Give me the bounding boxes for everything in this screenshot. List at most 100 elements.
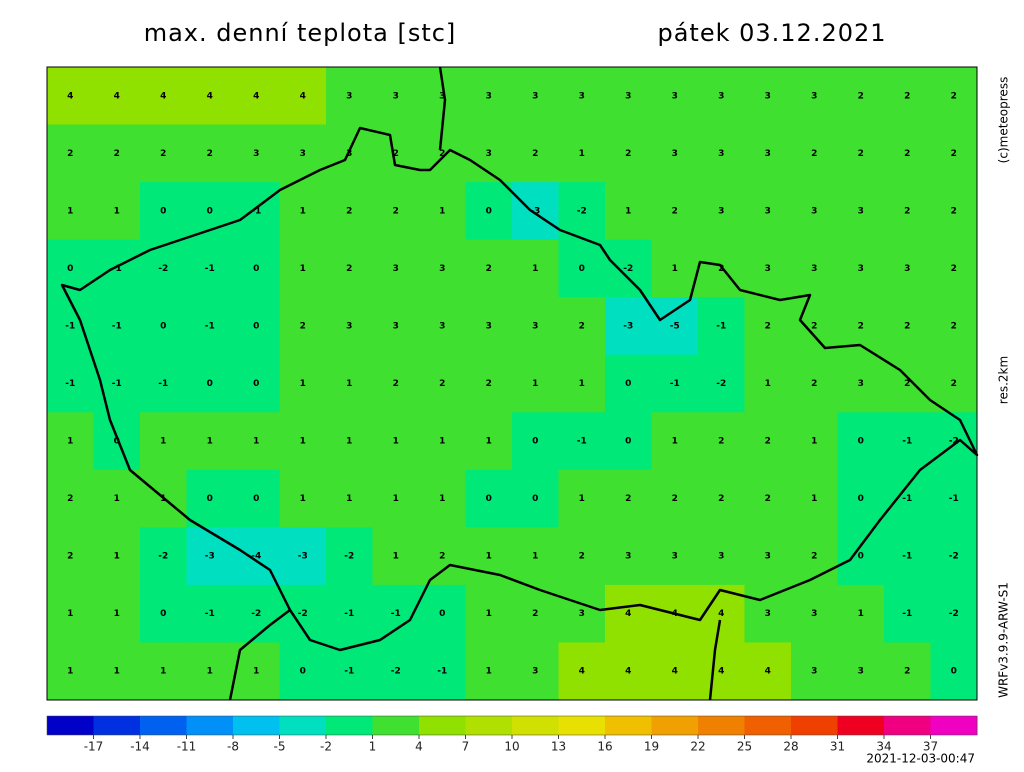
cell-value: 3 bbox=[811, 91, 817, 101]
field-cell bbox=[837, 182, 885, 241]
cell-value: 4 bbox=[67, 91, 73, 101]
cell-value: 3 bbox=[579, 91, 585, 101]
cell-value: 3 bbox=[858, 379, 864, 389]
cell-value: 3 bbox=[811, 206, 817, 216]
legend-swatch bbox=[837, 716, 885, 735]
legend-tick-label: 10 bbox=[504, 740, 519, 754]
field-cell bbox=[698, 182, 745, 241]
cell-value: 3 bbox=[765, 609, 771, 619]
legend-tick-label: 13 bbox=[551, 740, 566, 754]
cell-value: -2 bbox=[949, 437, 959, 447]
cell-value: 2 bbox=[951, 149, 957, 159]
legend-tick-label: 7 bbox=[462, 740, 470, 754]
field-cell bbox=[279, 642, 327, 701]
cell-value: 2 bbox=[300, 321, 306, 331]
cell-value: -2 bbox=[949, 609, 959, 619]
cell-value: 2 bbox=[393, 379, 399, 389]
field-cell bbox=[744, 527, 792, 586]
legend-swatch bbox=[419, 716, 466, 735]
field-cell bbox=[233, 469, 280, 528]
cell-value: 2 bbox=[672, 206, 678, 216]
cell-value: 2 bbox=[486, 379, 492, 389]
legend-tick-label: 22 bbox=[690, 740, 705, 754]
timestamp: 2021-12-03-00:47 bbox=[866, 752, 975, 766]
field-cell bbox=[419, 297, 466, 356]
cell-value: 2 bbox=[579, 321, 585, 331]
cell-value: -5 bbox=[670, 321, 680, 331]
cell-value: 3 bbox=[486, 321, 492, 331]
cell-value: 2 bbox=[393, 206, 399, 216]
legend-swatch bbox=[372, 716, 420, 735]
cell-value: 3 bbox=[858, 206, 864, 216]
cell-value: -1 bbox=[437, 667, 447, 677]
field-cell bbox=[233, 412, 280, 471]
field-cell bbox=[558, 527, 606, 586]
field-cell bbox=[140, 584, 187, 643]
field-cell bbox=[93, 584, 141, 643]
cell-value: 0 bbox=[253, 321, 259, 331]
cell-value: -1 bbox=[112, 264, 122, 274]
cell-value: 3 bbox=[625, 552, 631, 562]
cell-value: 0 bbox=[67, 264, 73, 274]
cell-value: -1 bbox=[577, 437, 587, 447]
cell-value: 1 bbox=[625, 206, 631, 216]
cell-value: 1 bbox=[253, 437, 259, 447]
field-cell bbox=[279, 67, 327, 126]
cell-value: 1 bbox=[114, 552, 120, 562]
field-cell bbox=[605, 67, 652, 126]
cell-value: -1 bbox=[112, 321, 122, 331]
cell-value: -1 bbox=[716, 321, 726, 331]
field-cell bbox=[651, 239, 699, 298]
field-cell bbox=[186, 67, 234, 126]
field-cell bbox=[326, 239, 373, 298]
cell-value: 1 bbox=[579, 379, 585, 389]
field-cell bbox=[651, 67, 699, 126]
cell-value: -1 bbox=[391, 609, 401, 619]
field-cell bbox=[837, 412, 885, 471]
map-frame bbox=[46, 66, 978, 701]
cell-value: 0 bbox=[486, 494, 492, 504]
cell-value: 3 bbox=[672, 91, 678, 101]
cell-value: 1 bbox=[67, 206, 73, 216]
cell-value: -1 bbox=[205, 609, 215, 619]
cell-value: 3 bbox=[393, 91, 399, 101]
title: max. denní teplota [stc] bbox=[144, 19, 457, 47]
cell-value: 2 bbox=[951, 379, 957, 389]
field-cell bbox=[233, 584, 280, 643]
field-cell bbox=[698, 642, 745, 701]
field-cell bbox=[884, 642, 931, 701]
cell-value: 2 bbox=[346, 206, 352, 216]
cell-value: 4 bbox=[114, 91, 120, 101]
cell-value: 3 bbox=[346, 91, 352, 101]
field-cell bbox=[233, 182, 280, 241]
field-cell bbox=[930, 584, 978, 643]
cell-value: -1 bbox=[158, 379, 168, 389]
cell-value: 2 bbox=[439, 552, 445, 562]
field-cell bbox=[465, 67, 513, 126]
cell-value: 0 bbox=[207, 494, 213, 504]
field-cell bbox=[465, 412, 513, 471]
cell-value: 3 bbox=[579, 609, 585, 619]
field-cell bbox=[930, 67, 978, 126]
field-cell bbox=[605, 642, 652, 701]
cell-value: 0 bbox=[625, 379, 631, 389]
field-cell bbox=[372, 67, 420, 126]
field-cell bbox=[47, 469, 94, 528]
field-cell bbox=[419, 527, 466, 586]
field-cell bbox=[140, 67, 187, 126]
cell-value: 2 bbox=[951, 206, 957, 216]
cell-value: 2 bbox=[207, 149, 213, 159]
cell-value: 1 bbox=[439, 494, 445, 504]
field-cell bbox=[837, 67, 885, 126]
field-cell bbox=[558, 182, 606, 241]
cell-value: 2 bbox=[718, 264, 724, 274]
field-cell bbox=[233, 239, 280, 298]
field-cell bbox=[698, 67, 745, 126]
cell-value: 4 bbox=[160, 91, 166, 101]
cell-value: 1 bbox=[532, 264, 538, 274]
cell-value: 2 bbox=[951, 91, 957, 101]
field-cell bbox=[372, 527, 420, 586]
field-cell bbox=[186, 239, 234, 298]
field-cell bbox=[791, 297, 838, 356]
field-cell bbox=[419, 469, 466, 528]
